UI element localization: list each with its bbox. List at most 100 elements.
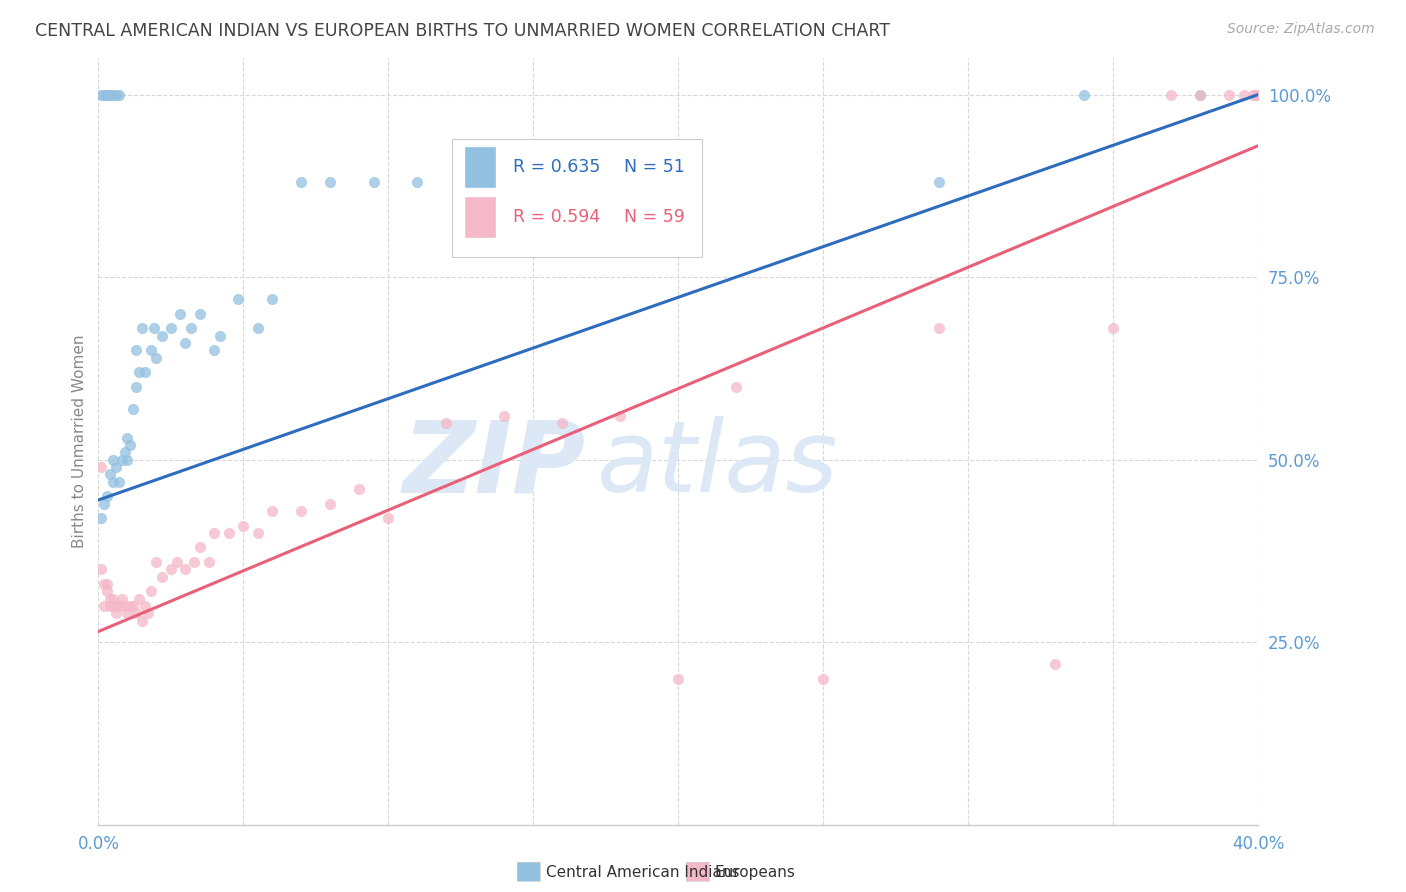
Text: R = 0.594: R = 0.594 [513, 208, 600, 227]
Text: Central American Indians: Central American Indians [546, 865, 740, 880]
Text: Source: ZipAtlas.com: Source: ZipAtlas.com [1227, 22, 1375, 37]
Point [96, 584, 118, 599]
Point [204, 525, 226, 540]
Point [1160, 87, 1182, 102]
Point [104, 460, 127, 475]
Point [209, 328, 232, 343]
Point [1244, 87, 1267, 102]
Point [666, 175, 689, 189]
Point [204, 343, 226, 358]
Point [96, 577, 118, 591]
Point [363, 175, 385, 189]
Bar [464, 146, 496, 188]
Bar [464, 196, 496, 238]
Point [232, 518, 254, 533]
Point [96, 87, 118, 102]
Point [1073, 87, 1095, 102]
Point [1233, 87, 1256, 102]
Point [128, 365, 150, 379]
Point [122, 599, 145, 613]
Point [406, 175, 429, 189]
Point [226, 292, 249, 306]
Point [1218, 87, 1240, 102]
Point [666, 672, 689, 686]
Point [1102, 321, 1125, 335]
Point [290, 504, 312, 518]
Point [436, 417, 458, 431]
Point [188, 307, 211, 321]
Point [494, 175, 516, 189]
Point [725, 380, 748, 394]
Point [1247, 87, 1270, 102]
Point [246, 525, 269, 540]
Point [188, 541, 211, 555]
Point [125, 380, 148, 394]
Point [111, 591, 132, 606]
Point [90, 562, 112, 576]
FancyBboxPatch shape [453, 138, 702, 258]
Point [98, 591, 121, 606]
Point [150, 570, 173, 584]
Point [104, 87, 127, 102]
Point [134, 365, 156, 379]
Point [93, 599, 115, 613]
Point [174, 335, 197, 350]
Point [169, 307, 191, 321]
Point [125, 606, 148, 620]
Point [166, 555, 188, 569]
Point [290, 175, 312, 189]
Point [928, 175, 950, 189]
Text: CENTRAL AMERICAN INDIAN VS EUROPEAN BIRTHS TO UNMARRIED WOMEN CORRELATION CHART: CENTRAL AMERICAN INDIAN VS EUROPEAN BIRT… [35, 22, 890, 40]
Point [349, 482, 371, 496]
Point [122, 401, 145, 416]
Text: ZIP: ZIP [402, 416, 585, 513]
Point [107, 599, 129, 613]
Point [125, 343, 148, 358]
Point [107, 475, 129, 489]
Point [928, 321, 950, 335]
Point [142, 321, 165, 335]
Point [114, 599, 136, 613]
Point [319, 175, 342, 189]
Point [1045, 657, 1067, 672]
Point [139, 343, 162, 358]
Point [93, 577, 115, 591]
Point [377, 511, 399, 525]
Point [139, 584, 162, 599]
Point [120, 599, 142, 613]
Text: atlas: atlas [598, 416, 839, 513]
Point [319, 497, 342, 511]
Point [111, 452, 132, 467]
Point [160, 562, 183, 576]
Point [197, 555, 219, 569]
Point [551, 417, 574, 431]
Point [98, 599, 121, 613]
Point [180, 321, 202, 335]
Point [609, 409, 631, 423]
Point [136, 606, 159, 620]
Point [246, 321, 269, 335]
Point [1189, 87, 1212, 102]
Point [262, 504, 284, 518]
Point [128, 591, 150, 606]
Point [101, 599, 124, 613]
Point [117, 452, 139, 467]
Point [90, 87, 112, 102]
Point [101, 452, 124, 467]
Point [1241, 87, 1264, 102]
Point [93, 497, 115, 511]
Point [90, 511, 112, 525]
Point [494, 409, 516, 423]
Point [104, 599, 127, 613]
Point [218, 525, 240, 540]
Point [114, 445, 136, 459]
Point [101, 591, 124, 606]
Text: Europeans: Europeans [714, 865, 796, 880]
Point [90, 460, 112, 475]
Point [117, 431, 139, 445]
Point [183, 555, 205, 569]
Point [104, 606, 127, 620]
Point [262, 292, 284, 306]
Y-axis label: Births to Unmarried Women: Births to Unmarried Women [72, 334, 87, 549]
Point [1247, 87, 1270, 102]
